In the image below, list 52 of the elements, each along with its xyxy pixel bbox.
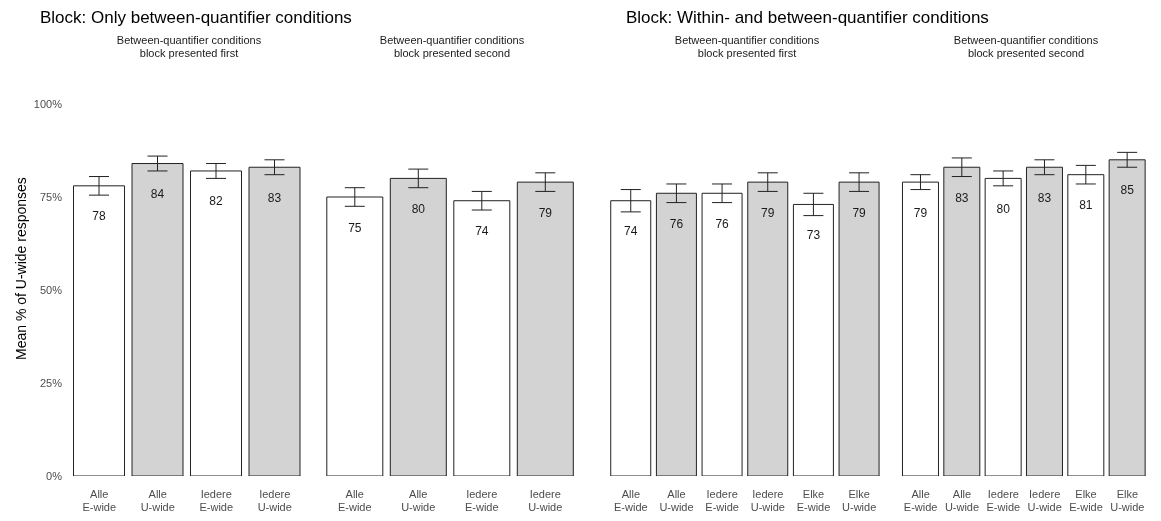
y-tick-label: 25% — [39, 376, 63, 389]
data-label: 81 — [1079, 198, 1093, 213]
data-label: 83 — [1037, 190, 1052, 205]
data-label: 76 — [715, 216, 730, 231]
chart-subtitle: Between-quantifier conditions block presented second — [379, 34, 525, 59]
data-label: 76 — [669, 216, 684, 231]
chart-title: Block: Within- and between-quantifier conditions — [626, 8, 989, 27]
data-label: 83 — [955, 190, 969, 205]
x-tick-label: Iedere E-wide — [986, 488, 1021, 513]
x-tick-label: Alle U-wide — [401, 488, 436, 513]
chart-subtitle: Between-quantifier conditions block presented first — [116, 34, 262, 59]
x-tick-label: Iedere U-wide — [528, 488, 563, 513]
x-tick-label: Alle E-wide — [82, 488, 117, 513]
y-tick-label: 50% — [39, 283, 63, 296]
x-tick-label: Elke E-wide — [796, 488, 831, 513]
data-label: 80 — [996, 201, 1011, 216]
data-label: 78 — [92, 209, 106, 224]
x-tick-label: Iedere E-wide — [464, 488, 499, 513]
data-label: 79 — [761, 205, 775, 220]
y-tick-label: 75% — [39, 190, 63, 203]
x-tick-label: Alle E-wide — [337, 488, 372, 513]
x-tick-label: Iedere E-wide — [705, 488, 739, 513]
x-tick-label: Elke U-wide — [1110, 488, 1145, 513]
x-tick-label: Alle U-wide — [659, 488, 694, 513]
data-label: 83 — [267, 190, 282, 205]
data-label: 75 — [348, 220, 362, 235]
chart-subtitle: Between-quantifier conditions block presented second — [953, 34, 1099, 59]
data-label: 84 — [150, 187, 165, 202]
data-label: 79 — [852, 205, 867, 220]
chart-title: Block: Only between-quantifier conditions — [40, 8, 352, 27]
x-tick-label: Iedere U-wide — [257, 488, 292, 513]
y-axis-title: Mean % of U-wide responses — [12, 177, 29, 360]
chart-subtitle: Between-quantifier conditions block presented first — [674, 34, 820, 59]
x-tick-label: Alle E-wide — [903, 488, 938, 513]
data-label: 79 — [538, 205, 553, 220]
data-label: 79 — [913, 205, 928, 220]
y-tick-label: 0% — [46, 469, 63, 482]
x-tick-label: Elke E-wide — [1069, 488, 1103, 513]
x-tick-label: Iedere U-wide — [750, 488, 785, 513]
data-label: 74 — [475, 224, 489, 239]
data-label: 80 — [411, 201, 426, 216]
x-tick-label: Alle U-wide — [140, 488, 175, 513]
x-tick-label: Alle E-wide — [614, 488, 648, 513]
x-tick-label: Iedere E-wide — [199, 488, 234, 513]
x-tick-label: Elke U-wide — [842, 488, 877, 513]
y-tick-label: 100% — [33, 97, 63, 110]
data-label: 85 — [1120, 183, 1135, 198]
data-label: 82 — [209, 194, 223, 209]
x-tick-label: Iedere U-wide — [1027, 488, 1062, 513]
data-label: 73 — [806, 227, 821, 242]
data-label: 74 — [624, 224, 638, 239]
x-tick-label: Alle U-wide — [944, 488, 980, 513]
